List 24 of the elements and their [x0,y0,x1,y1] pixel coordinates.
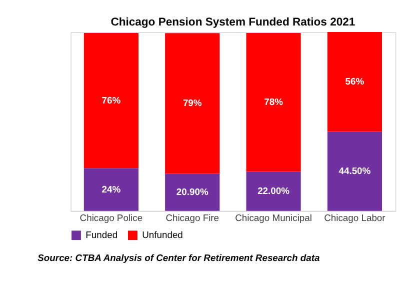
x-tick-label: Chicago Fire [166,212,220,223]
bar [327,32,382,132]
x-tick-label: Chicago Police [80,212,143,223]
data-label: 44.50% [338,165,372,176]
bar [327,132,382,211]
data-label: 79% [182,97,202,108]
source-note: Source: CTBA Analysis of Center for Retirement Research data [38,252,320,263]
data-label: 22.00% [258,185,290,196]
data-label: 56% [345,76,365,87]
bar [165,33,220,174]
data-label: 76% [102,94,122,106]
data-label: 20.90% [176,186,209,198]
bar [84,32,138,168]
bar [165,174,220,211]
data-label: 78% [264,96,284,108]
x-tick-label: Chicago Municipal [235,212,312,223]
data-label: 24% [102,183,122,194]
bar [84,168,138,211]
x-tick-label: Chicago Labor [324,212,386,223]
bar [246,172,301,211]
legend-label: Funded [86,229,118,240]
chart-title: Chicago Pension System Funded Ratios 2021 [110,16,356,28]
legend-label: Unfunded [142,229,183,240]
bar [246,32,301,172]
